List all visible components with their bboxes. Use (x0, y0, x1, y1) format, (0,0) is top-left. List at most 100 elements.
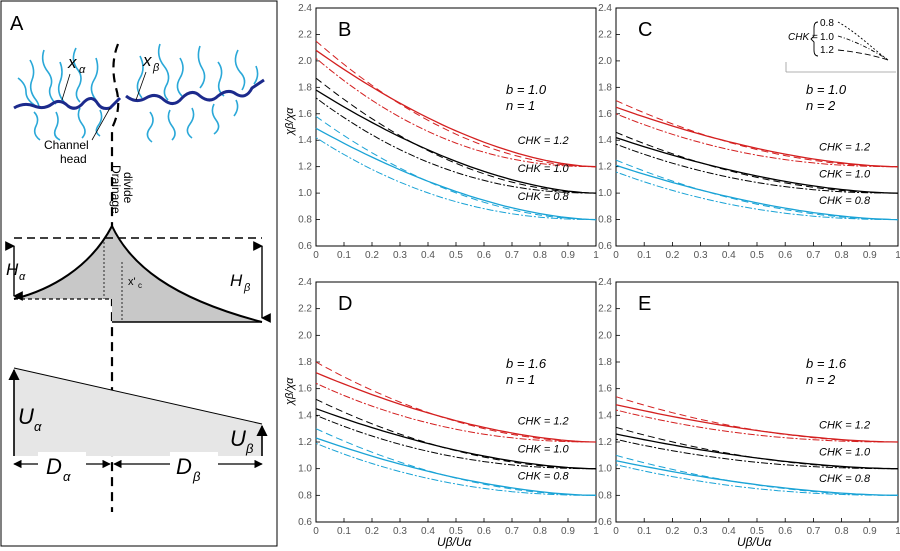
ytick-label: 2.2 (598, 304, 612, 315)
series-line (615, 106, 899, 168)
x-alpha-label: x (67, 53, 77, 72)
xtick-label: 0.5 (449, 526, 463, 537)
ytick-label: 2.2 (298, 29, 312, 40)
x-prime-sub: c (138, 281, 142, 290)
series-line (615, 131, 898, 194)
x-alpha-sub: α (79, 64, 86, 76)
xtick-label: 0.1 (337, 250, 351, 261)
xlabel-right: Uβ/Uα (737, 535, 773, 549)
series-label: CHK = 0.8 (819, 473, 871, 485)
uplift-top (13, 367, 263, 425)
panel-label: D (338, 293, 352, 315)
series-label: CHK = 0.8 (518, 191, 570, 203)
series-label: CHK = 1.0 (518, 163, 570, 175)
divide-line (110, 43, 120, 512)
series-line (615, 464, 898, 496)
tributaries (17, 43, 259, 143)
xtick-label: 0.4 (421, 250, 435, 261)
xtick-label: 0.3 (694, 250, 708, 261)
panel-a: A x (0, 0, 278, 547)
xtick-label: 0.4 (722, 250, 736, 261)
u-alpha-label: U (18, 404, 34, 429)
ytick-label: 1.4 (298, 135, 312, 146)
param-b: b = 1.0 (806, 82, 847, 97)
xtick-label: 0.6 (477, 526, 491, 537)
ytick-label: 1.4 (598, 410, 612, 421)
ytick-label: 2.4 (298, 277, 312, 288)
xtick-label: 0.1 (337, 526, 351, 537)
x-beta-sub: β (152, 62, 160, 74)
xtick-label: 0.9 (561, 526, 575, 537)
series-line (315, 89, 597, 194)
panel-a-frame (0, 0, 278, 547)
profile-fill (14, 226, 262, 322)
series-line (315, 49, 597, 168)
xtick-label: 0.9 (863, 250, 877, 261)
xtick-label: 0.4 (722, 526, 736, 537)
legend-inset-line-3 (837, 49, 889, 61)
d-alpha-mask (38, 452, 86, 476)
legend-inset: CHK = 0.8 1.0 1.2 (785, 18, 896, 73)
ytick-label: 1.4 (598, 135, 612, 146)
ytick-label: 2.0 (598, 56, 612, 67)
series-line (315, 127, 597, 221)
u-beta-sub: β (245, 441, 254, 456)
series-line (315, 442, 596, 496)
panel-e: 0.6 0.8 1.0 1.2 1.4 1.6 1.8 2.0 2.2 2.4 0 0.1 0.2 0.3… (598, 277, 900, 537)
chart-panels: 0.6 0.8 1.0 1.2 1.4 1.6 1.8 2.0 2.2 2.4 0 0.1 0.2 0.3… (298, 3, 900, 537)
xtick-label: 0.2 (665, 250, 679, 261)
series-line (315, 77, 597, 194)
series-line (315, 97, 596, 194)
ylabel-top: χβ/χα (284, 107, 296, 136)
legend-inset-line-1 (837, 21, 889, 61)
xtick-label: 0.3 (393, 250, 407, 261)
drainage-divide-line1: Drainage (109, 165, 123, 214)
d-alpha-sub: α (63, 469, 71, 484)
series-label: CHK = 1.2 (819, 142, 870, 154)
param-n: n = 2 (806, 372, 836, 387)
series-line (615, 438, 898, 470)
ytick-label: 0.8 (598, 215, 612, 226)
channel-head-line1: Channel (44, 138, 89, 152)
xtick-label: 0.3 (393, 526, 407, 537)
x-prime-label: x' (128, 276, 136, 288)
xtick-label: 0.9 (561, 250, 575, 261)
drainage-divide-line2: divide (121, 172, 135, 204)
h-beta-label: H (230, 271, 243, 290)
xtick-label: 1 (593, 250, 599, 261)
xtick-label: 0 (613, 250, 619, 261)
ytick-label: 1.6 (598, 109, 612, 120)
u-beta-label: U (230, 426, 246, 451)
xtick-label: 0.8 (835, 526, 849, 537)
xtick-label: 0.4 (421, 526, 435, 537)
ytick-label: 0.6 (598, 241, 612, 252)
panel-b: 0.6 0.8 1.0 1.2 1.4 1.6 1.8 2.0 2.2 2.4 0 0.1 0.2 0.3… (298, 3, 599, 261)
d-beta-label: D (176, 454, 192, 479)
plot-frame (615, 281, 899, 523)
ytick-label: 1.6 (298, 109, 312, 120)
param-b: b = 1.6 (806, 356, 847, 371)
d-alpha-label: D (46, 454, 62, 479)
series-line (615, 454, 898, 496)
series-label: CHK = 1.0 (518, 443, 570, 455)
ytick-label: 0.8 (298, 215, 312, 226)
xtick-label: 0 (613, 526, 619, 537)
series-line (315, 428, 596, 496)
series-line (315, 57, 597, 168)
xlabel-left: Uβ/Uα (437, 535, 473, 549)
panel-label: B (338, 19, 351, 41)
legend-inset-value-1: 0.8 (820, 18, 834, 29)
ytick-label: 1.2 (298, 437, 312, 448)
xtick-label: 0.5 (449, 250, 463, 261)
ytick-label: 0.6 (298, 517, 312, 528)
uplift-fill (14, 368, 262, 456)
ytick-label: 1.8 (298, 357, 312, 368)
legend-inset-line-2 (837, 35, 889, 61)
d-beta-mask (170, 452, 218, 476)
panel-label: C (638, 19, 652, 41)
x-alpha-pointer (61, 73, 71, 101)
channel-head-line2: head (60, 152, 87, 166)
h-beta-sub: β (243, 282, 251, 294)
ytick-label: 1.0 (598, 464, 612, 475)
river-beta (125, 78, 265, 105)
